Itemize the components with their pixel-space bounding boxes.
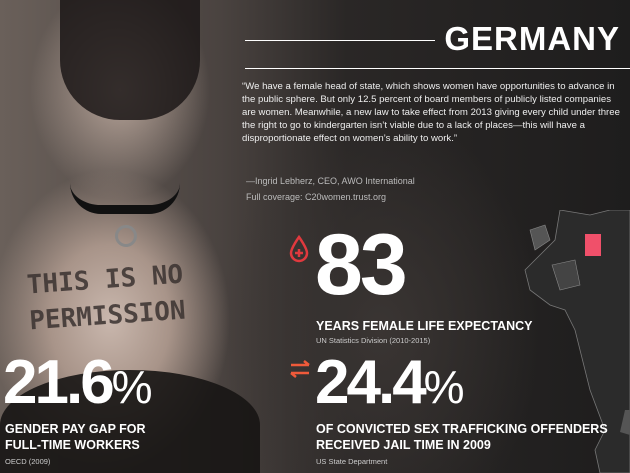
coverage-link[interactable]: Full coverage: C20women.trust.org bbox=[246, 192, 387, 202]
blood-drop-plus-icon bbox=[289, 235, 309, 263]
stat-life-expectancy-source: UN Statistics Division (2010-2015) bbox=[316, 336, 431, 345]
stat-trafficking-source: US State Department bbox=[316, 457, 388, 466]
photo-lace bbox=[0, 370, 260, 473]
country-title: GERMANY bbox=[444, 20, 620, 57]
photo-collar bbox=[70, 183, 180, 214]
stat-pay-gap-value: 21.6% bbox=[3, 352, 153, 418]
stat-life-expectancy-value: 83 bbox=[315, 217, 408, 313]
stat-pay-gap-source: OECD (2009) bbox=[5, 457, 51, 466]
quote-attribution: —Ingrid Lebherz, CEO, AWO International bbox=[246, 176, 415, 186]
stat-trafficking-label: OF CONVICTED SEX TRAFFICKING OFFENDERS R… bbox=[316, 422, 608, 452]
stat-pay-gap-label: GENDER PAY GAP FOR FULL-TIME WORKERS bbox=[5, 422, 146, 452]
stat-trafficking-number: 24.4 bbox=[315, 348, 427, 417]
stat-trafficking-value: 24.4% bbox=[315, 352, 465, 418]
stat-pay-gap-unit: % bbox=[111, 361, 153, 413]
world-map-europe-africa bbox=[524, 210, 630, 473]
divider bbox=[245, 40, 435, 41]
photo-ring bbox=[115, 225, 137, 247]
quote-text: “We have a female head of state, which s… bbox=[242, 81, 620, 144]
stat-trafficking-unit: % bbox=[423, 361, 465, 413]
stat-life-expectancy-label: YEARS FEMALE LIFE EXPECTANCY bbox=[316, 319, 533, 333]
photo-body-writing: THIS IS NO PERMISSION bbox=[26, 257, 187, 340]
stat-pay-gap-number: 21.6 bbox=[3, 348, 115, 417]
divider bbox=[245, 68, 630, 69]
exchange-arrows-icon bbox=[290, 360, 310, 378]
photo-hair bbox=[60, 0, 200, 120]
germany-highlight bbox=[585, 234, 601, 256]
